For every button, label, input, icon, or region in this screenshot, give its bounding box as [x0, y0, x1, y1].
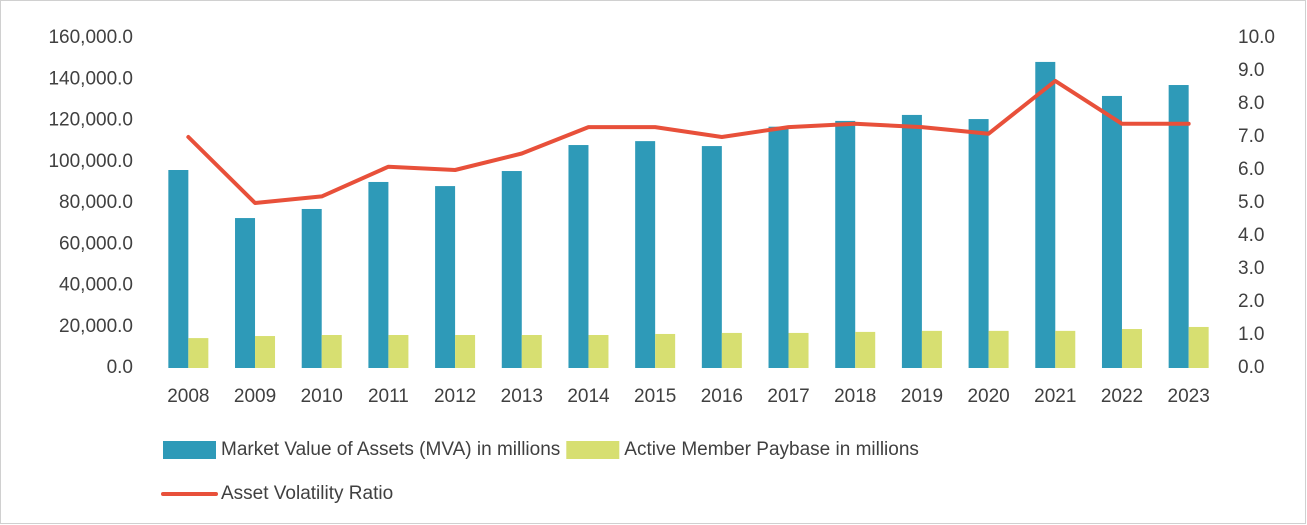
y-tick-label: 160,000.0: [48, 27, 133, 48]
bar: [1168, 85, 1189, 369]
x-tick-label: 2011: [368, 386, 409, 407]
x-tick-label: 2022: [1101, 386, 1143, 407]
x-tick-label: 2019: [901, 386, 943, 407]
bar: [835, 120, 856, 368]
bar: [701, 146, 722, 368]
bar: [568, 145, 589, 368]
x-tick-label: 2014: [567, 386, 610, 407]
bar: [921, 330, 942, 368]
bar: [1035, 61, 1056, 369]
bar: [188, 338, 209, 368]
x-tick-label: 2010: [301, 386, 343, 407]
x-tick-label: 2017: [767, 386, 809, 407]
bar: [388, 335, 409, 368]
y-tick-label: 80,000.0: [59, 192, 133, 213]
x-tick-label: 2009: [234, 386, 276, 407]
bar: [1188, 326, 1209, 368]
bar: [968, 119, 989, 369]
bar: [1101, 95, 1122, 369]
y2-tick-label: 3.0: [1238, 258, 1264, 279]
y2-tick-label: 10.0: [1238, 27, 1275, 48]
bar: [301, 208, 322, 368]
legend-label: Active Member Paybase in millions: [624, 439, 919, 460]
x-tick-label: 2018: [834, 386, 876, 407]
y2-tick-label: 5.0: [1238, 192, 1264, 213]
y2-tick-label: 7.0: [1238, 126, 1264, 147]
x-tick-label: 2023: [1168, 386, 1210, 407]
bar: [521, 335, 542, 368]
bar: [788, 332, 809, 368]
y-tick-label: 140,000.0: [48, 68, 133, 89]
y-tick-label: 120,000.0: [48, 110, 133, 131]
y2-tick-label: 0.0: [1238, 357, 1264, 378]
bar: [721, 332, 742, 368]
legend-label: Market Value of Assets (MVA) in millions: [221, 439, 560, 460]
bar: [321, 335, 342, 368]
bar: [235, 218, 256, 368]
x-tick-label: 2013: [501, 386, 543, 407]
bar: [855, 331, 876, 368]
bar: [635, 141, 656, 368]
x-tick-label: 2021: [1034, 386, 1076, 407]
y2-tick-label: 9.0: [1238, 60, 1264, 81]
bar: [901, 114, 922, 369]
bar: [455, 335, 476, 368]
y2-tick-label: 2.0: [1238, 291, 1264, 312]
legend-label: Asset Volatility Ratio: [221, 483, 393, 504]
y-tick-label: 20,000.0: [59, 316, 133, 337]
x-tick-label: 2016: [701, 386, 743, 407]
x-tick-label: 2012: [434, 386, 476, 407]
y2-tick-label: 1.0: [1238, 324, 1264, 345]
legend-swatch: [566, 441, 620, 459]
x-tick-label: 2008: [167, 386, 209, 407]
y-tick-label: 40,000.0: [59, 275, 133, 296]
y2-tick-label: 8.0: [1238, 93, 1264, 114]
y-tick-label: 60,000.0: [59, 233, 133, 254]
bar: [1121, 329, 1142, 368]
bar: [588, 335, 609, 368]
y-tick-label: 0.0: [107, 357, 133, 378]
bar: [368, 181, 389, 368]
legend-swatch: [163, 441, 216, 459]
bar: [255, 336, 276, 368]
bar: [1055, 330, 1076, 368]
bar: [168, 170, 189, 368]
x-tick-label: 2015: [634, 386, 676, 407]
y-tick-label: 100,000.0: [48, 151, 133, 172]
bar: [655, 333, 676, 368]
y2-tick-label: 6.0: [1238, 159, 1264, 180]
bar: [435, 186, 456, 368]
bar: [988, 330, 1009, 368]
line: [186, 78, 1191, 205]
bar: [501, 171, 522, 368]
bar: [768, 126, 789, 368]
x-tick-label: 2020: [967, 386, 1009, 407]
y2-tick-label: 4.0: [1238, 225, 1264, 246]
